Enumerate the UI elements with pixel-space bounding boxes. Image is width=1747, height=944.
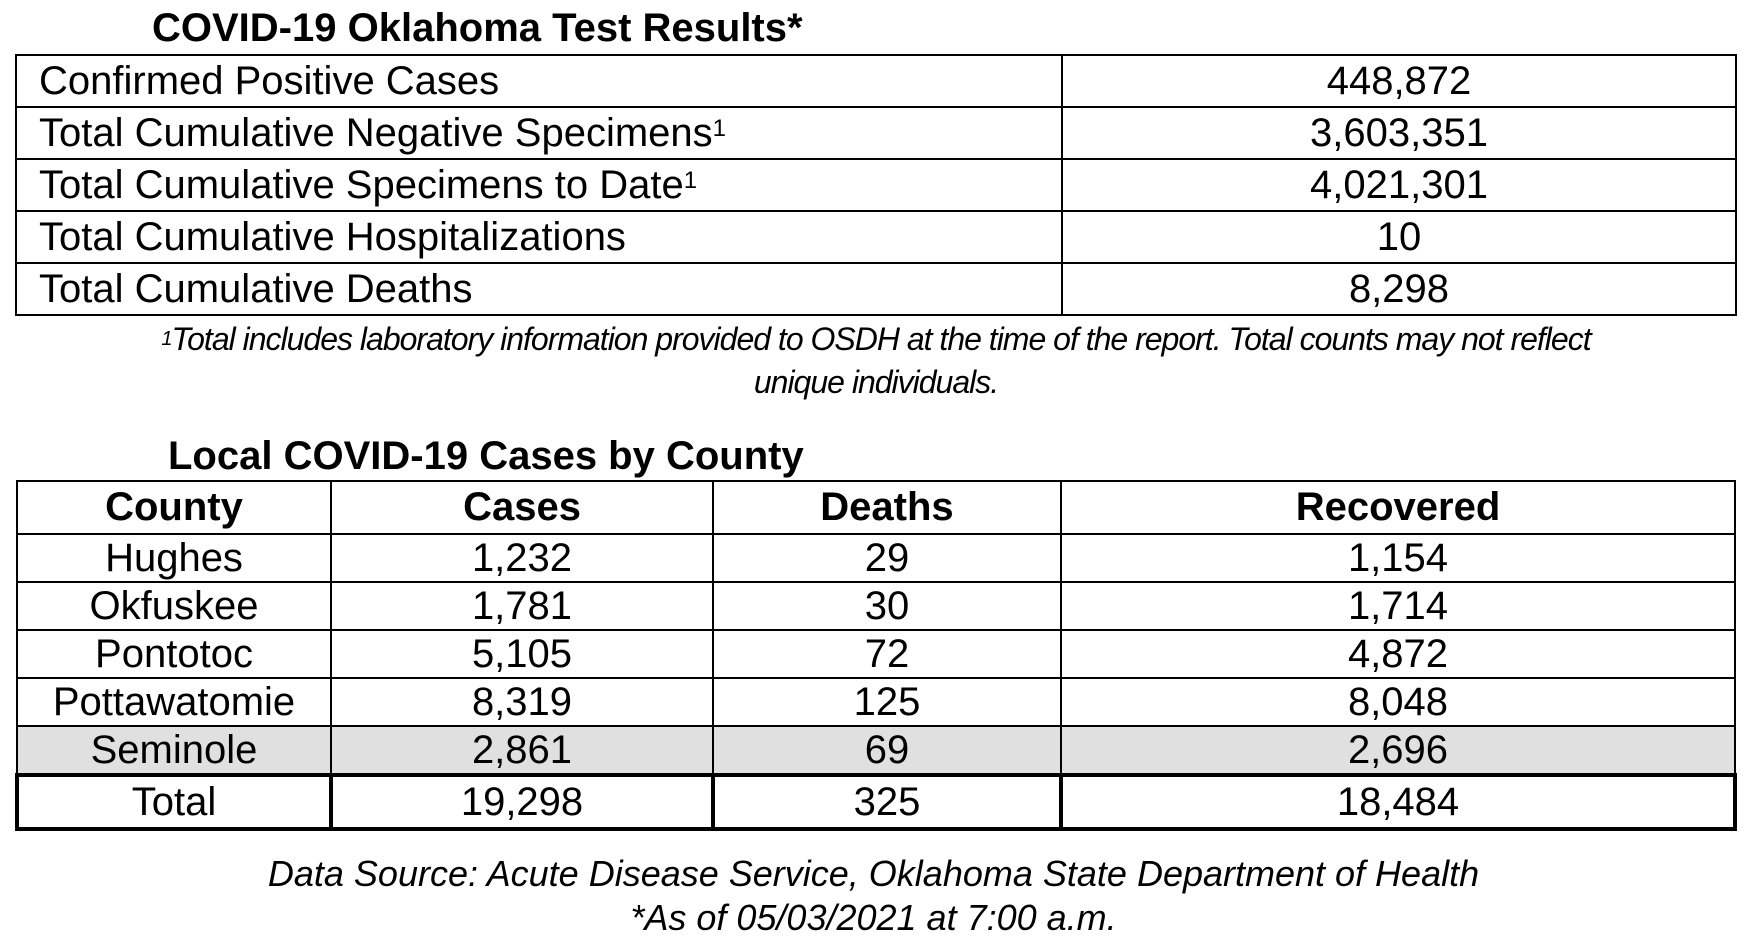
total-row: Total 19,298 325 18,484 xyxy=(15,773,1737,831)
table-row: Okfuskee 1,781 30 1,714 xyxy=(16,581,1736,631)
recovered-cell: 8,048 xyxy=(1060,677,1736,727)
total-deaths: 325 xyxy=(711,773,1063,831)
deaths-cell: 30 xyxy=(712,581,1062,631)
county-name: Pontotoc xyxy=(16,629,332,679)
deaths-cell: 69 xyxy=(712,725,1062,777)
county-name: Seminole xyxy=(16,725,332,777)
source-line-2: *As of 05/03/2021 at 7:00 a.m. xyxy=(630,897,1117,938)
recovered-cell: 4,872 xyxy=(1060,629,1736,679)
column-header-recovered: Recovered xyxy=(1060,480,1736,535)
table-row: Total Cumulative Hospitalizations 10 xyxy=(15,210,1737,264)
total-recovered: 18,484 xyxy=(1059,773,1737,831)
row-label: Confirmed Positive Cases xyxy=(39,59,500,103)
table-row-highlighted: Seminole 2,861 69 2,696 xyxy=(16,725,1736,777)
cases-cell: 8,319 xyxy=(330,677,714,727)
footnote-marker: 1 xyxy=(712,115,727,142)
county-name: Pottawatomie xyxy=(16,677,332,727)
footnote-marker: 1 xyxy=(683,167,698,194)
footnote-line-1: Total includes laboratory information pr… xyxy=(171,321,1592,357)
deaths-cell: 125 xyxy=(712,677,1062,727)
row-label: Total Cumulative Deaths xyxy=(39,267,473,311)
recovered-cell: 1,714 xyxy=(1060,581,1736,631)
row-label: Total Cumulative Negative Specimens xyxy=(39,111,713,155)
cases-cell: 5,105 xyxy=(330,629,714,679)
county-cases-title: Local COVID-19 Cases by County xyxy=(168,434,804,478)
test-results-title: COVID-19 Oklahoma Test Results* xyxy=(152,6,803,50)
row-value: 4,021,301 xyxy=(1061,158,1737,212)
county-name: Okfuskee xyxy=(16,581,332,631)
table-row: Pottawatomie 8,319 125 8,048 xyxy=(16,677,1736,727)
deaths-cell: 29 xyxy=(712,533,1062,583)
recovered-cell: 2,696 xyxy=(1060,725,1736,777)
row-value: 10 xyxy=(1061,210,1737,264)
county-name: Hughes xyxy=(16,533,332,583)
row-label: Total Cumulative Specimens to Date xyxy=(39,163,684,207)
row-value: 8,298 xyxy=(1061,262,1737,316)
row-value: 3,603,351 xyxy=(1061,106,1737,160)
total-label: Total xyxy=(15,773,333,831)
footnote-line-2: unique individuals. xyxy=(753,364,999,400)
source-line-1: Data Source: Acute Disease Service, Okla… xyxy=(267,853,1480,894)
county-cases-table: County Cases Deaths Recovered Hughes 1,2… xyxy=(15,480,1737,831)
row-value: 448,872 xyxy=(1061,54,1737,108)
cases-cell: 1,781 xyxy=(330,581,714,631)
column-header-cases: Cases xyxy=(330,480,714,535)
row-label: Total Cumulative Hospitalizations xyxy=(39,215,626,259)
footnote-marker: 1 xyxy=(161,328,172,350)
table-row: Total Cumulative Deaths 8,298 xyxy=(15,262,1737,316)
footnote: 1Total includes laboratory information p… xyxy=(15,318,1737,404)
cases-cell: 1,232 xyxy=(330,533,714,583)
data-source-note: Data Source: Acute Disease Service, Okla… xyxy=(0,852,1747,940)
column-header-deaths: Deaths xyxy=(712,480,1062,535)
deaths-cell: 72 xyxy=(712,629,1062,679)
test-results-table: Confirmed Positive Cases 448,872 Total C… xyxy=(15,54,1737,316)
table-row: Hughes 1,232 29 1,154 xyxy=(16,533,1736,583)
table-row: Total Cumulative Negative Specimens1 3,6… xyxy=(15,106,1737,160)
table-row: Pontotoc 5,105 72 4,872 xyxy=(16,629,1736,679)
cases-cell: 2,861 xyxy=(330,725,714,777)
total-cases: 19,298 xyxy=(329,773,715,831)
recovered-cell: 1,154 xyxy=(1060,533,1736,583)
column-header-county: County xyxy=(16,480,332,535)
table-row: Confirmed Positive Cases 448,872 xyxy=(15,54,1737,108)
table-header-row: County Cases Deaths Recovered xyxy=(16,480,1736,535)
table-row: Total Cumulative Specimens to Date1 4,02… xyxy=(15,158,1737,212)
